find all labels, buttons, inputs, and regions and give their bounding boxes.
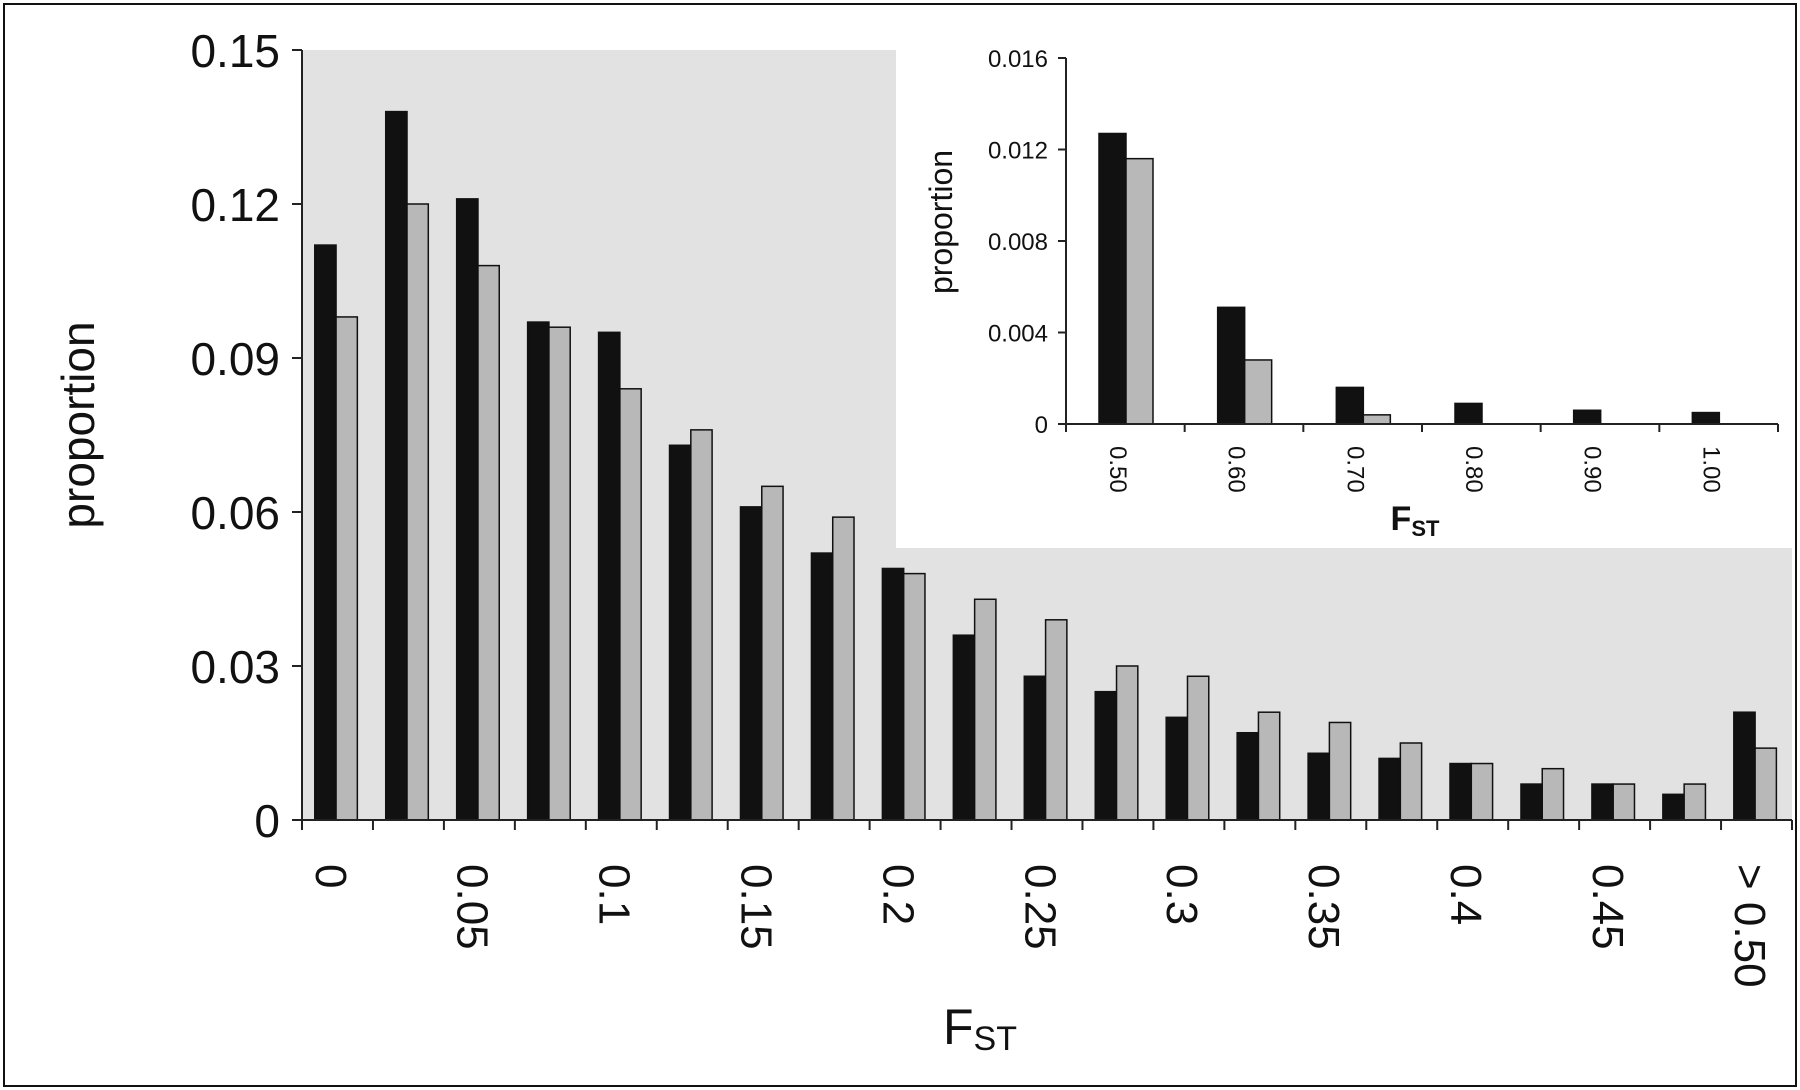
inset-background [896, 6, 1792, 546]
main-bar-s1-8 [881, 567, 905, 821]
main-bar-s1-19 [1662, 793, 1685, 821]
main-y-tick-label: 0.06 [190, 487, 280, 539]
main-bar-s1-20 [1733, 711, 1756, 821]
main-bar-s2-0 [335, 316, 359, 821]
main-bar-s2-7 [831, 516, 855, 821]
inset-x-axis-label-sub: ST [1411, 516, 1440, 541]
main-bar-s1-13 [1236, 731, 1260, 821]
inset-x-tick-label: 0.50 [1104, 446, 1131, 493]
main-x-tick-label: 0.4 [1441, 864, 1490, 925]
main-bar-s2-10 [1044, 619, 1068, 821]
main-bar-s1-2 [455, 198, 479, 821]
main-bar-s2-1 [406, 203, 430, 821]
main-y-tick-label: 0.09 [190, 333, 280, 385]
main-bar-s2-15 [1399, 742, 1423, 821]
main-x-tick-label: 0.3 [1157, 864, 1206, 925]
inset-x-tick-label: 0.80 [1460, 446, 1487, 493]
main-x-axis-label-main: F [943, 999, 974, 1055]
main-y-tick-label: 0.03 [190, 641, 280, 693]
inset-y-tick-label: 0 [1035, 412, 1048, 439]
main-bar-s1-6 [739, 506, 763, 821]
main-x-tick-label: 0 [306, 864, 355, 888]
main-x-tick-label: 0.1 [590, 864, 639, 925]
main-bar-s2-4 [619, 388, 642, 821]
main-x-tick-label: 0.25 [1015, 864, 1064, 950]
main-bar-s2-8 [902, 572, 926, 821]
main-bar-s1-14 [1307, 752, 1331, 821]
main-x-tick-label: 0.45 [1583, 864, 1632, 950]
inset-bar-s1-4 [1572, 409, 1602, 425]
main-bar-s1-11 [1094, 690, 1118, 821]
main-x-tick-label: 0.2 [873, 864, 922, 925]
inset-bar-s2-2 [1362, 414, 1392, 425]
main-bar-s1-1 [384, 110, 408, 821]
main-bars [314, 110, 1778, 821]
main-bar-s1-7 [810, 552, 834, 821]
main-x-axis-label-sub: ST [974, 1020, 1017, 1058]
inset-y-axis-label: proportion [923, 150, 959, 294]
inset-y-tick-label: 0.004 [988, 321, 1048, 348]
inset-bar-s1-3 [1454, 402, 1483, 425]
main-bar-s2-18 [1612, 783, 1636, 821]
inset-y-ticks: 0 0.004 0.008 0.012 0.016 [988, 46, 1066, 439]
main-bar-s1-5 [668, 444, 692, 821]
main-y-tick-label: 0 [254, 795, 280, 847]
inset-bar-s1-2 [1335, 386, 1365, 425]
main-y-tick-label: 0.12 [190, 179, 280, 231]
inset-y-tick-label: 0.008 [988, 229, 1048, 256]
main-bar-s2-5 [690, 429, 713, 821]
main-x-ticks: 0 0.05 0.1 0.15 0.2 0.25 0.3 0.35 0.4 0.45 > 0.50 [301, 820, 1793, 988]
inset-y-tick-label: 0.012 [988, 138, 1048, 165]
main-bar-s2-2 [477, 264, 500, 821]
inset-bars [1098, 132, 1721, 425]
inset-x-tick-label: 0.60 [1223, 446, 1250, 493]
main-y-tick-label: 0.15 [190, 25, 280, 77]
main-bar-s1-3 [526, 321, 550, 821]
main-bar-s2-3 [548, 326, 571, 821]
main-y-ticks: 0 0.03 0.06 0.09 0.12 0.15 [190, 25, 302, 847]
inset-x-tick-label: 0.70 [1341, 446, 1368, 493]
inset-bar-s2-1 [1243, 359, 1273, 425]
main-bar-s2-11 [1115, 665, 1139, 821]
inset-bar-s2-0 [1125, 157, 1154, 425]
main-chart: 0 0.03 0.06 0.09 0.12 0.15 0 0.05 0.1 0.15 0.2 0.2… [52, 25, 1793, 1058]
inset-x-axis-label: FST [1391, 500, 1440, 541]
main-bar-s1-12 [1165, 716, 1189, 821]
main-x-tick-label: 0.35 [1299, 864, 1348, 950]
main-bar-s2-17 [1541, 767, 1565, 821]
main-bar-s1-9 [952, 634, 976, 821]
inset-bar-s1-0 [1098, 132, 1127, 425]
main-bar-s2-19 [1683, 783, 1707, 821]
inset-x-tick-label: 1.00 [1697, 446, 1724, 493]
main-bar-s1-18 [1591, 783, 1614, 821]
inset-bar-s1-1 [1216, 306, 1246, 425]
main-bar-s1-16 [1449, 762, 1473, 821]
main-x-tick-label: 0.15 [732, 864, 781, 950]
main-bar-s1-17 [1520, 783, 1543, 821]
inset-x-ticks: 0.50 0.60 0.70 0.80 0.90 1.00 [1065, 424, 1779, 493]
main-x-tick-label: 0.05 [448, 864, 497, 950]
main-bar-s2-12 [1186, 675, 1210, 821]
main-x-axis-label: FST [943, 999, 1017, 1058]
main-bar-s1-4 [597, 331, 621, 821]
inset-x-axis-label-main: F [1391, 500, 1412, 538]
main-bar-s2-9 [973, 598, 997, 821]
inset-bar-s1-5 [1691, 411, 1721, 425]
main-bar-s2-14 [1328, 721, 1352, 821]
main-bar-s2-16 [1470, 762, 1494, 821]
main-bar-s1-15 [1378, 757, 1402, 821]
main-y-axis-label: proportion [52, 321, 104, 528]
main-x-tick-label: > 0.50 [1725, 864, 1774, 988]
main-bar-s2-20 [1754, 747, 1778, 821]
inset-x-tick-label: 0.90 [1579, 446, 1606, 493]
main-bar-s2-13 [1257, 711, 1281, 821]
inset-y-tick-label: 0.016 [988, 46, 1048, 73]
main-bar-s1-10 [1023, 675, 1047, 821]
main-bar-s1-0 [314, 244, 337, 821]
main-bar-s2-6 [761, 485, 784, 821]
